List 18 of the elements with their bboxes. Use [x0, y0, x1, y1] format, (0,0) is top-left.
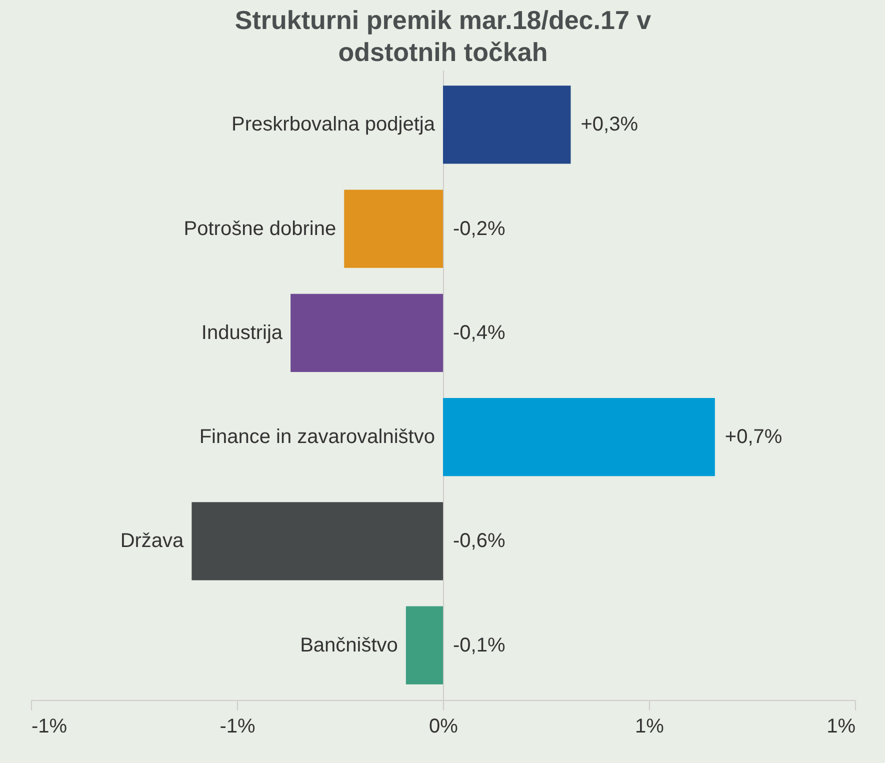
- y-tick-label: Finance in zavarovalništvo: [199, 426, 435, 448]
- x-tick-label: 0%: [429, 716, 458, 738]
- y-tick-label: Industrija: [201, 322, 284, 344]
- data-label: +0,3%: [580, 114, 638, 136]
- chart-title: Strukturni premik mar.18/dec.17 v odstotnih točkah: [234, 5, 652, 67]
- data-label: -0,4%: [453, 322, 506, 344]
- x-tick-label: 1%: [635, 716, 664, 738]
- y-tick-label: Bančništvo: [300, 634, 398, 656]
- data-label: +0,7%: [724, 426, 782, 448]
- x-tick-label: -1%: [220, 716, 256, 738]
- data-label: -0,6%: [453, 530, 506, 552]
- x-tick-label: -1%: [32, 716, 68, 738]
- x-tick-label: 1%: [826, 716, 856, 738]
- y-tick-label: Država: [120, 530, 185, 552]
- data-label: -0,2%: [453, 218, 506, 240]
- y-tick-label: Preskrbovalna podjetja: [232, 114, 436, 136]
- data-label: -0,1%: [453, 634, 506, 656]
- y-tick-label: Potrošne dobrine: [184, 218, 336, 240]
